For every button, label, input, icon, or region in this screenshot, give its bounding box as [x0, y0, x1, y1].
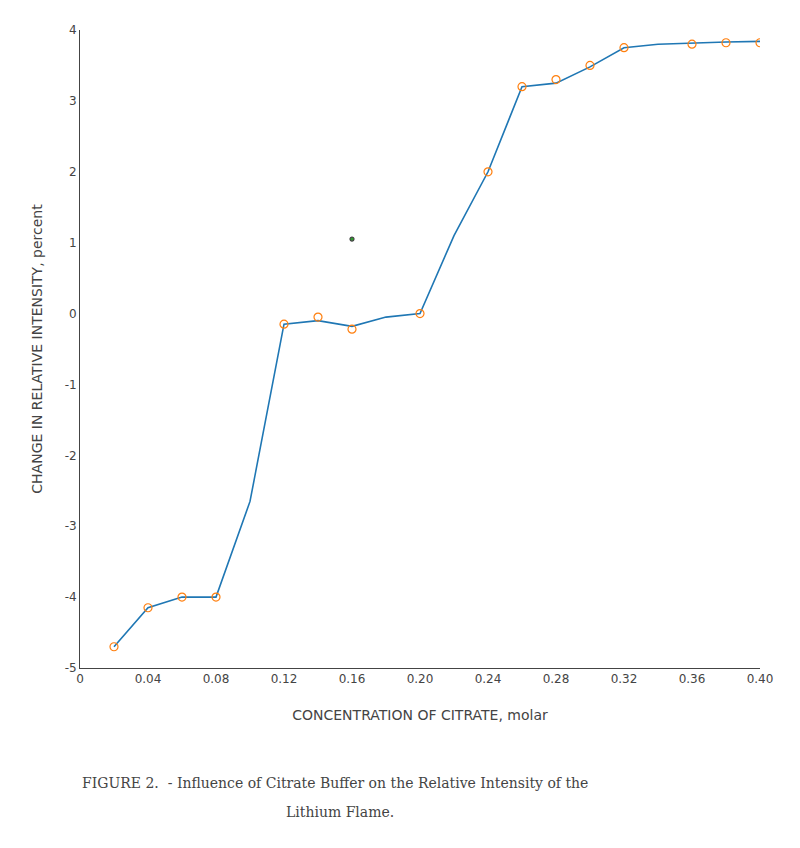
svg-text:1: 1: [69, 236, 77, 250]
svg-text:2: 2: [69, 165, 77, 179]
svg-text:0.04: 0.04: [135, 672, 162, 686]
svg-text:4: 4: [69, 23, 77, 37]
svg-text:-4: -4: [65, 590, 77, 604]
svg-text:0.40: 0.40: [747, 672, 774, 686]
svg-text:Lithium Flame.: Lithium Flame.: [286, 804, 394, 820]
svg-text:-5: -5: [65, 661, 77, 675]
svg-text:0: 0: [76, 672, 84, 686]
svg-text:0.36: 0.36: [679, 672, 706, 686]
svg-text:3: 3: [69, 94, 77, 108]
svg-text:CONCENTRATION OF CITRATE, mola: CONCENTRATION OF CITRATE, molar: [292, 707, 548, 723]
svg-text:0.20: 0.20: [407, 672, 434, 686]
svg-text:CHANGE IN RELATIVE INTENSITY,: CHANGE IN RELATIVE INTENSITY, percent: [29, 204, 45, 494]
svg-text:-2: -2: [65, 449, 77, 463]
svg-text:0.16: 0.16: [339, 672, 366, 686]
svg-text:0.08: 0.08: [203, 672, 230, 686]
svg-text:0: 0: [69, 307, 77, 321]
svg-text:FIGURE 2. - Influence of Citr: FIGURE 2. - Influence of Citrate Buffer …: [82, 775, 588, 791]
svg-text:-1: -1: [65, 378, 77, 392]
svg-text:0.12: 0.12: [271, 672, 298, 686]
svg-text:0.28: 0.28: [543, 672, 570, 686]
svg-text:0.24: 0.24: [475, 672, 502, 686]
svg-text:-3: -3: [65, 519, 77, 533]
svg-text:0.32: 0.32: [611, 672, 638, 686]
